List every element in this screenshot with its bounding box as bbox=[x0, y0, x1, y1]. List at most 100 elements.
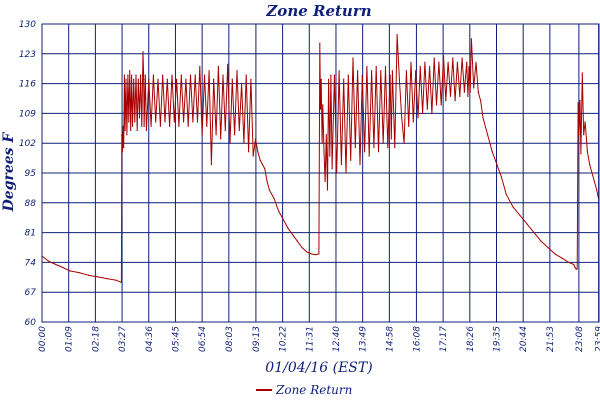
x-tick-label: 17:17 bbox=[439, 326, 449, 352]
data-point bbox=[512, 206, 514, 208]
data-point bbox=[137, 78, 139, 80]
data-point bbox=[215, 134, 217, 136]
data-point bbox=[417, 117, 419, 119]
data-point bbox=[185, 78, 187, 80]
series-layer bbox=[41, 34, 600, 283]
data-point bbox=[128, 121, 130, 123]
data-point bbox=[121, 134, 123, 136]
data-point bbox=[547, 246, 549, 249]
data-point bbox=[203, 74, 206, 76]
data-point bbox=[368, 155, 370, 157]
data-point bbox=[496, 163, 498, 166]
data-point bbox=[467, 95, 469, 97]
data-point bbox=[468, 66, 470, 68]
data-point bbox=[234, 134, 236, 136]
data-point bbox=[282, 219, 284, 221]
data-point bbox=[213, 78, 215, 80]
data-point bbox=[97, 276, 99, 278]
data-point bbox=[157, 78, 159, 80]
data-point bbox=[136, 129, 138, 131]
y-axis-label: Degrees F bbox=[1, 132, 17, 213]
data-point bbox=[320, 78, 322, 80]
data-point bbox=[573, 263, 575, 266]
data-point bbox=[125, 78, 127, 80]
data-point bbox=[591, 172, 593, 174]
data-point bbox=[347, 74, 349, 76]
x-tick-label: 19:35 bbox=[492, 326, 502, 352]
data-point bbox=[315, 254, 317, 256]
data-point bbox=[306, 251, 308, 253]
y-tick-label: 88 bbox=[25, 199, 37, 209]
data-point bbox=[254, 138, 257, 140]
x-axis-label: 01/04/16 (EST) bbox=[265, 360, 372, 376]
data-point bbox=[445, 100, 447, 102]
data-point bbox=[574, 266, 576, 268]
data-point bbox=[310, 253, 312, 255]
x-tick-label: 02:18 bbox=[91, 326, 101, 352]
data-point bbox=[241, 83, 243, 85]
data-point bbox=[173, 121, 175, 123]
data-point bbox=[461, 57, 463, 59]
x-tick-label: 11:31 bbox=[305, 326, 315, 352]
data-point bbox=[491, 151, 493, 153]
data-point bbox=[581, 72, 583, 74]
data-point bbox=[480, 100, 482, 102]
data-point bbox=[438, 61, 440, 63]
data-point bbox=[343, 78, 345, 80]
data-point bbox=[135, 74, 137, 76]
data-point bbox=[554, 253, 556, 255]
data-point bbox=[401, 117, 403, 119]
data-point bbox=[106, 278, 108, 280]
data-point bbox=[459, 95, 461, 97]
data-point bbox=[561, 257, 563, 259]
data-point bbox=[354, 146, 356, 149]
data-point bbox=[130, 129, 132, 131]
y-tick-label: 109 bbox=[19, 109, 36, 119]
data-point bbox=[192, 121, 194, 123]
data-point bbox=[166, 78, 168, 80]
data-point bbox=[454, 100, 456, 102]
data-point bbox=[176, 78, 178, 80]
data-point bbox=[208, 70, 210, 72]
x-tick-label: 09:13 bbox=[252, 326, 262, 352]
data-point bbox=[206, 125, 208, 127]
data-point bbox=[220, 138, 222, 140]
data-point bbox=[431, 112, 433, 114]
x-tick-label: 16:08 bbox=[412, 326, 422, 352]
x-tick-label: 18:26 bbox=[466, 326, 476, 352]
data-point bbox=[382, 142, 384, 144]
data-point bbox=[519, 215, 521, 217]
x-tick-label: 01:09 bbox=[65, 326, 75, 352]
data-point bbox=[377, 151, 380, 153]
data-point bbox=[336, 172, 338, 174]
data-point bbox=[152, 74, 154, 76]
data-point bbox=[143, 125, 145, 127]
data-point bbox=[596, 189, 598, 191]
data-point bbox=[338, 70, 340, 72]
data-point bbox=[449, 95, 452, 97]
data-point bbox=[505, 193, 507, 195]
data-point bbox=[575, 268, 577, 270]
data-point bbox=[577, 102, 579, 104]
data-point bbox=[325, 134, 327, 136]
data-point bbox=[359, 163, 361, 166]
data-point bbox=[129, 70, 131, 72]
data-point bbox=[433, 57, 435, 59]
x-tick-label: 13:49 bbox=[359, 326, 369, 352]
data-point bbox=[391, 70, 393, 72]
data-point bbox=[178, 125, 180, 127]
data-point bbox=[138, 117, 141, 119]
data-point bbox=[245, 74, 247, 76]
data-point bbox=[131, 125, 134, 127]
x-tick-label: 10:22 bbox=[279, 326, 289, 352]
chart-title: Zone Return bbox=[265, 2, 371, 20]
data-point bbox=[250, 78, 252, 80]
data-point bbox=[568, 261, 570, 263]
y-tick-label: 60 bbox=[25, 318, 37, 328]
data-point bbox=[55, 263, 57, 266]
data-point bbox=[329, 155, 331, 157]
data-point bbox=[259, 159, 261, 161]
data-point bbox=[140, 74, 142, 76]
data-point bbox=[268, 189, 270, 191]
